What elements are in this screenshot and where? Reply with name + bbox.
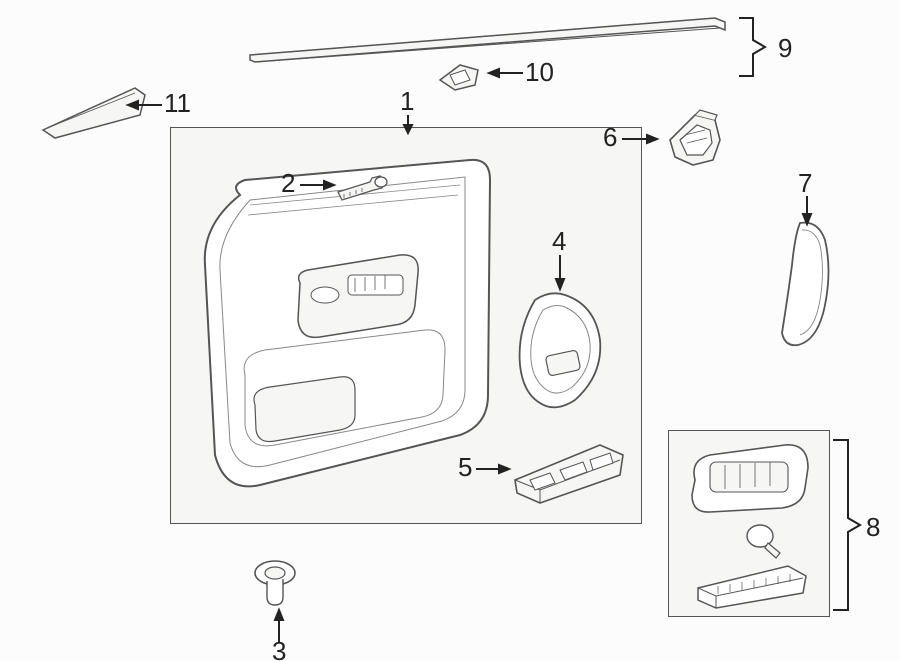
pull-handle-cap xyxy=(655,105,730,175)
callout-arrow-7 xyxy=(800,196,814,224)
parts-diagram: 1 2 3 4 5 6 7 8 9 xyxy=(0,0,900,661)
callout-10: 10 xyxy=(525,57,554,88)
callout-1: 1 xyxy=(400,86,414,117)
trim-screw xyxy=(330,170,400,205)
weatherstrip-clip xyxy=(430,55,485,95)
callout-7: 7 xyxy=(798,168,812,199)
callout-arrow-1 xyxy=(398,115,418,133)
callout-arrow-5 xyxy=(476,462,510,476)
pull-handle-cover xyxy=(770,215,840,355)
callout-arrow-10 xyxy=(487,66,523,80)
courtesy-lamp-housing xyxy=(680,440,815,515)
callout-bracket-8 xyxy=(828,440,868,610)
courtesy-lamp-lens xyxy=(688,558,813,610)
callout-3: 3 xyxy=(272,636,286,661)
courtesy-lamp-bulb xyxy=(740,518,790,563)
callout-arrow-2 xyxy=(300,178,335,192)
callout-9: 9 xyxy=(778,33,792,64)
callout-6: 6 xyxy=(603,122,617,153)
callout-arrow-11 xyxy=(126,98,162,112)
callout-11: 11 xyxy=(164,88,191,119)
corner-trim xyxy=(35,80,150,145)
switch-bezel xyxy=(505,285,615,415)
callout-2: 2 xyxy=(281,168,295,199)
belt-weatherstrip xyxy=(245,10,735,70)
callout-8: 8 xyxy=(866,512,880,543)
callout-4: 4 xyxy=(552,226,566,257)
trim-clip xyxy=(245,555,305,610)
armrest-base xyxy=(505,435,630,505)
callout-bracket-9 xyxy=(735,18,773,76)
callout-arrow-4 xyxy=(553,255,567,290)
callout-arrow-6 xyxy=(622,132,658,146)
callout-5: 5 xyxy=(458,452,472,483)
